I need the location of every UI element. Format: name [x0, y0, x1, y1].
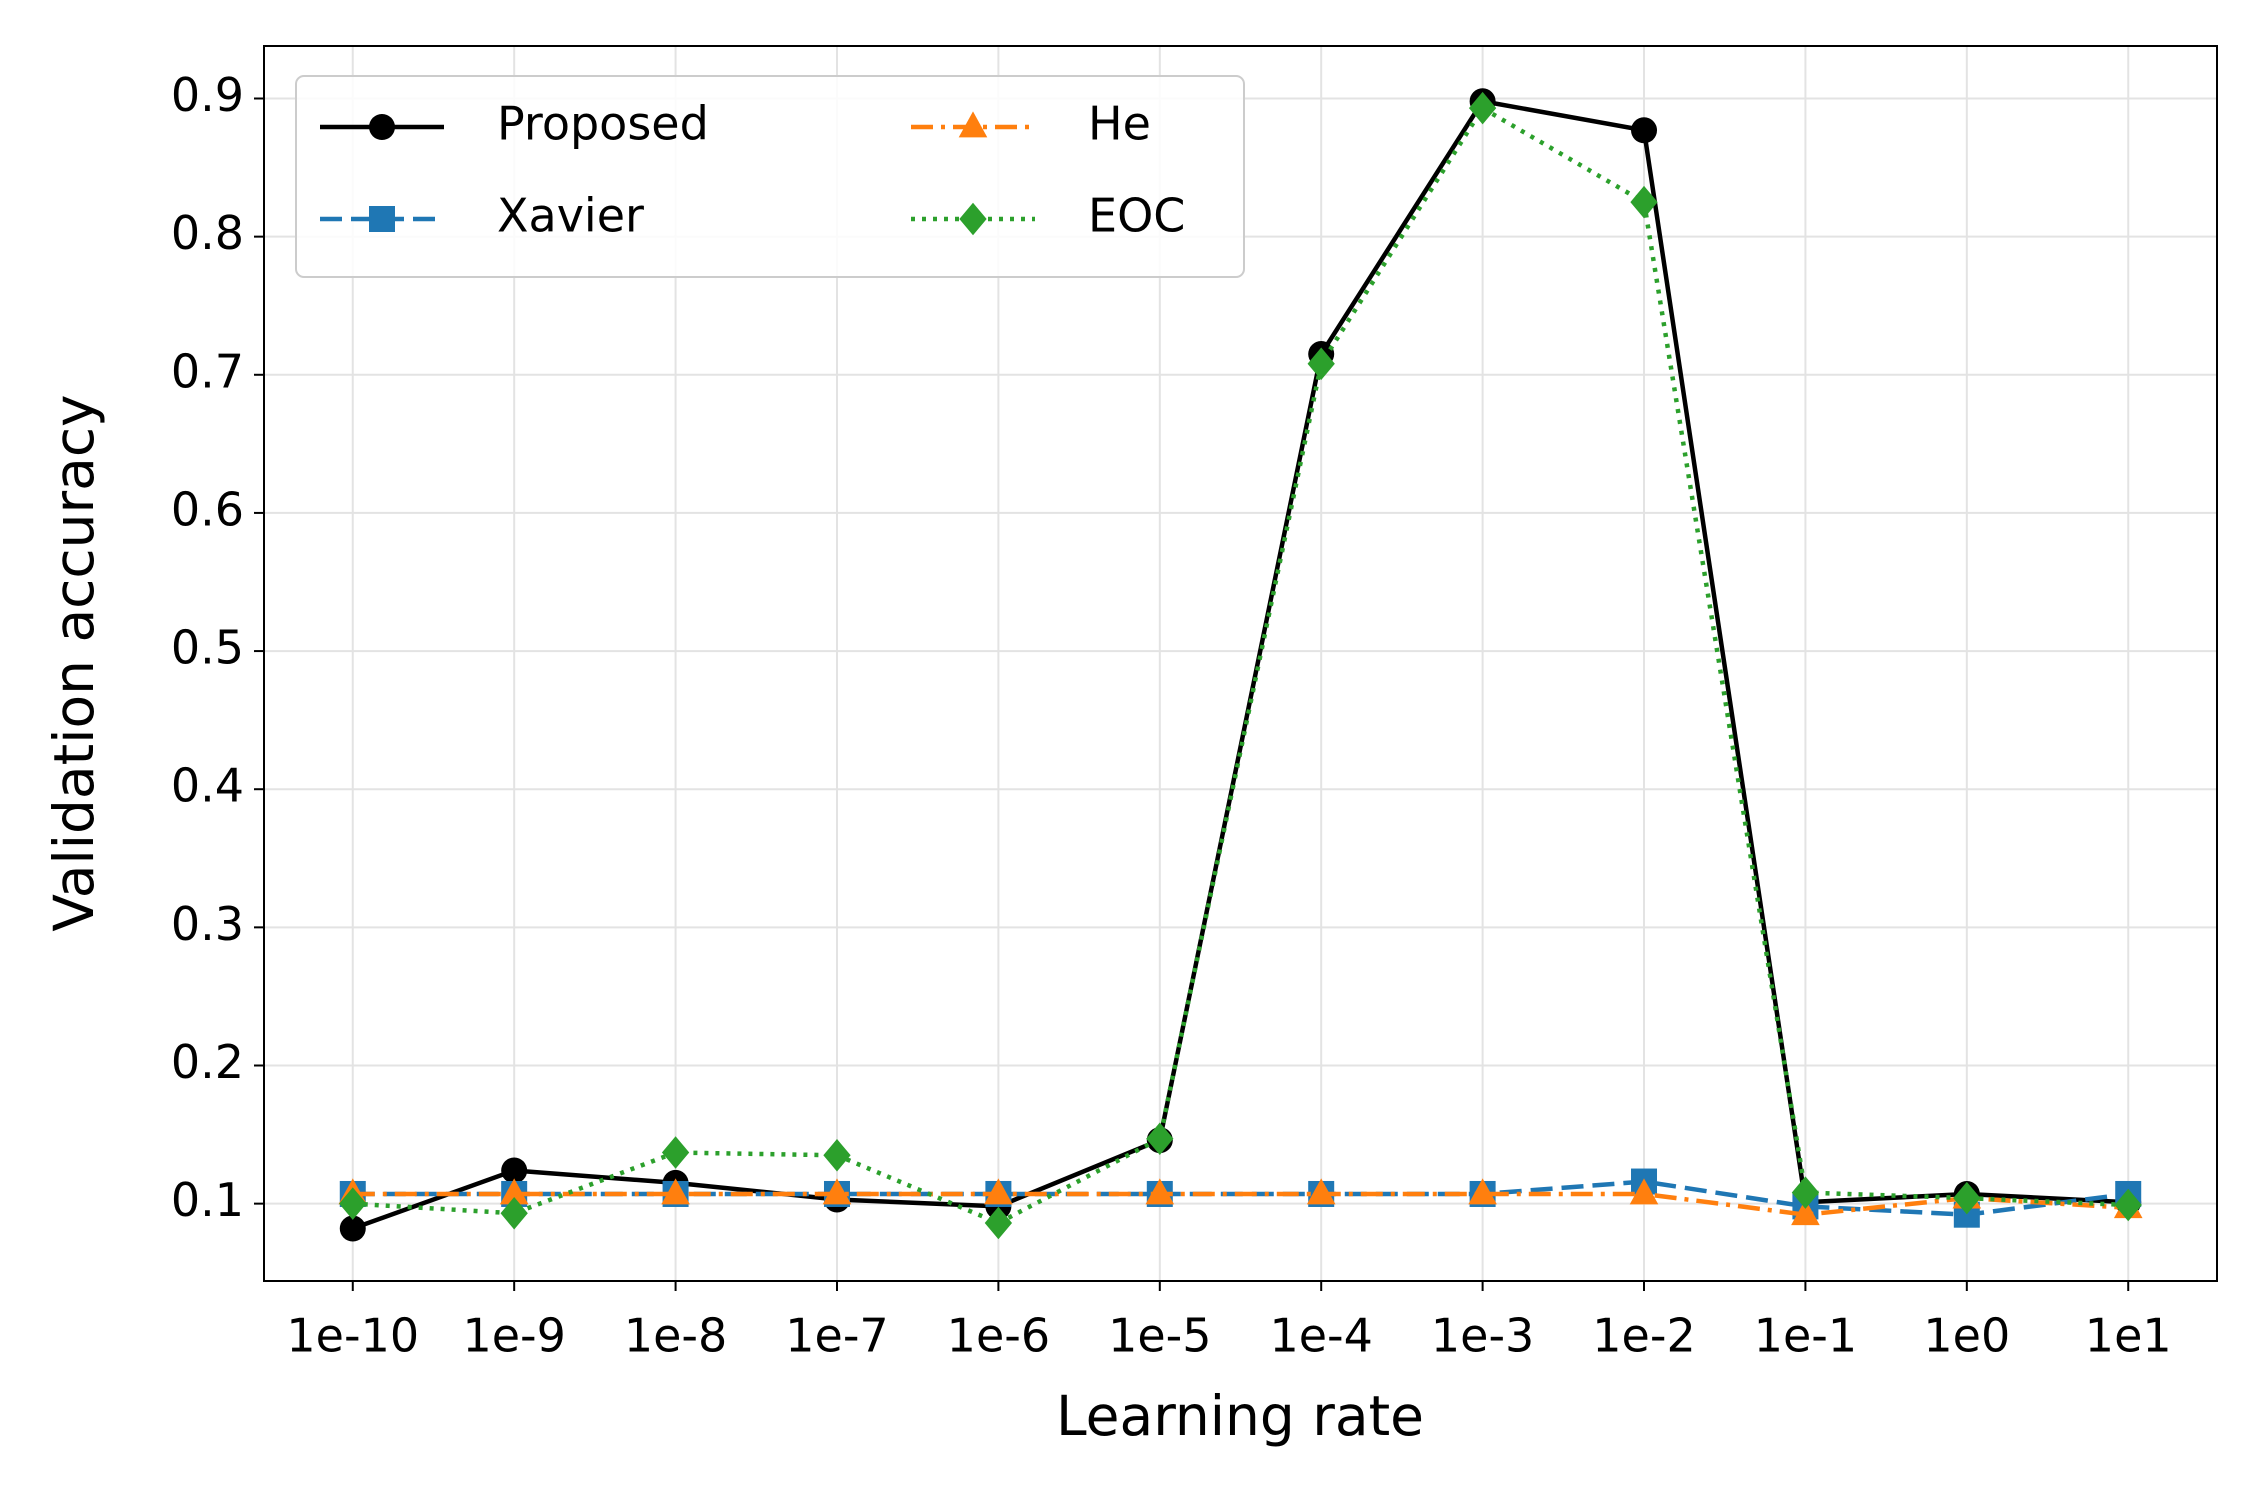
legend-label: He	[1088, 97, 1151, 151]
y-tick-label: 0.2	[171, 1035, 244, 1089]
x-tick-label: 1e0	[1923, 1309, 2010, 1363]
y-tick-label: 0.8	[171, 206, 244, 260]
x-tick-label: 1e-10	[286, 1309, 419, 1363]
series	[339, 91, 2142, 1240]
y-tick-label: 0.6	[171, 482, 244, 536]
y-axis-label: Validation accuracy	[42, 394, 106, 931]
x-tick-label: 1e-7	[785, 1309, 888, 1363]
legend-label: Xavier	[497, 189, 644, 243]
marker	[661, 1136, 690, 1169]
marker	[958, 111, 988, 138]
marker	[339, 1215, 366, 1242]
y-tick-label: 0.9	[171, 68, 244, 122]
marker	[984, 1206, 1013, 1240]
marker	[1146, 1122, 1174, 1155]
marker	[339, 1187, 367, 1220]
y-tick-label: 0.1	[171, 1173, 244, 1227]
marker	[822, 1178, 852, 1205]
marker	[959, 202, 987, 236]
marker	[369, 114, 395, 140]
x-tick-label: 1e-2	[1592, 1309, 1695, 1363]
marker	[1630, 185, 1658, 219]
marker	[501, 1157, 528, 1184]
x-tick-label: 1e-8	[624, 1309, 727, 1363]
x-tick-label: 1e-6	[947, 1309, 1050, 1363]
marker	[823, 1139, 851, 1172]
marker	[984, 1178, 1013, 1205]
y-tick-label: 0.7	[171, 344, 244, 398]
marker	[1631, 117, 1658, 144]
x-tick-label: 1e-1	[1754, 1309, 1857, 1363]
legend-label: Proposed	[497, 97, 709, 151]
y-tick-label: 0.5	[171, 621, 244, 675]
marker	[2114, 1188, 2142, 1222]
series	[338, 1178, 2143, 1226]
y-tick-label: 0.4	[171, 759, 244, 813]
marker	[499, 1178, 529, 1205]
x-tick-label: 1e-4	[1269, 1309, 1372, 1363]
series-line	[352, 1191, 2129, 1217]
marker	[1468, 1178, 1497, 1205]
legend-label: EOC	[1088, 189, 1185, 243]
marker	[1307, 347, 1335, 380]
x-tick-label: 1e-5	[1108, 1309, 1211, 1363]
x-axis-label: Learning rate	[1056, 1384, 1424, 1448]
marker	[1145, 1178, 1175, 1205]
x-tick-label: 1e-3	[1431, 1309, 1534, 1363]
marker	[1791, 1176, 1820, 1209]
y-tick-label: 0.3	[171, 897, 244, 951]
x-tick-label: 1e1	[2085, 1309, 2172, 1363]
plot-frame	[263, 45, 2218, 1282]
x-tick-label: 1e-9	[462, 1309, 565, 1363]
marker	[1468, 91, 1497, 125]
marker	[1791, 1199, 1820, 1226]
marker	[1953, 1181, 1981, 1215]
series-line	[352, 99, 2129, 1231]
marker	[661, 1178, 690, 1205]
legend: Proposed Xavier He EOC	[295, 75, 1245, 278]
marker	[369, 206, 395, 232]
marker	[1306, 1178, 1336, 1205]
marker	[1629, 1178, 1659, 1205]
marker	[500, 1197, 528, 1230]
